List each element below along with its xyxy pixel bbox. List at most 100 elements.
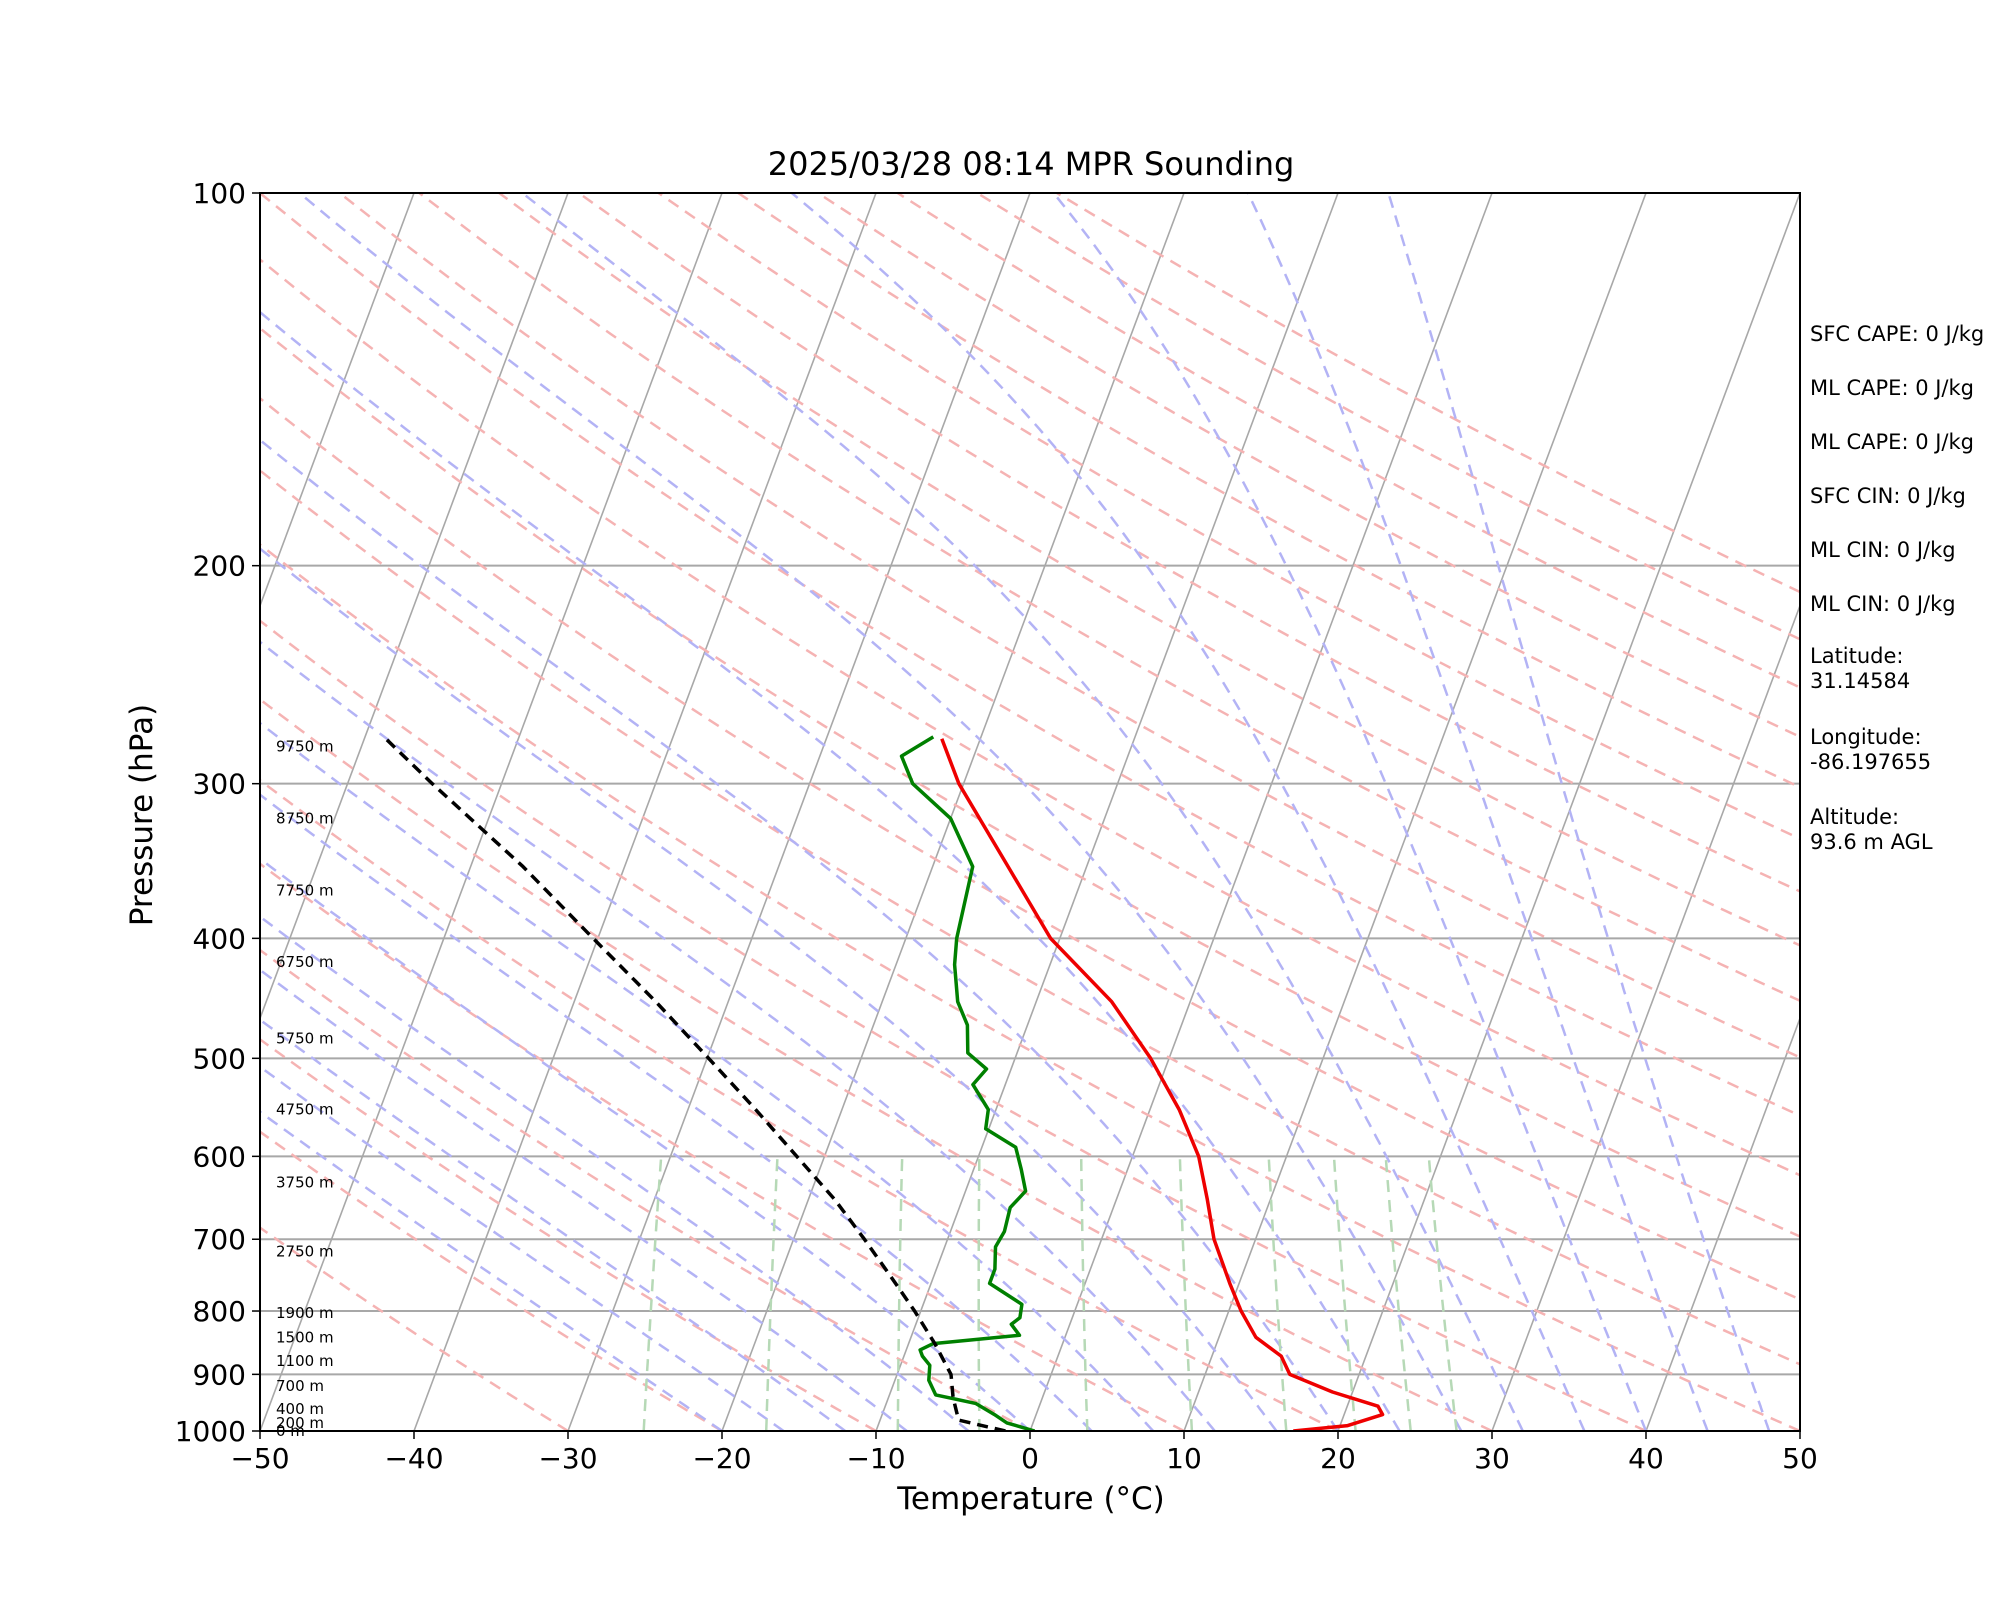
isotherm-line bbox=[0, 193, 106, 1431]
dry-adiabat-line bbox=[260, 862, 1185, 1431]
sounding-parameter: ML CAPE: 0 J/kg bbox=[1810, 376, 1975, 400]
moist-adiabat-line bbox=[260, 857, 1031, 1431]
moist-adiabat-line bbox=[260, 1065, 785, 1431]
sounding-traces bbox=[384, 735, 1385, 1431]
mixing-ratio-line bbox=[1332, 1156, 1357, 1431]
dry-adiabat-line bbox=[260, 1130, 723, 1431]
y-tick-label: 500 bbox=[193, 1042, 246, 1075]
mixing-ratio-line bbox=[642, 1156, 663, 1431]
height-label: 4750 m bbox=[276, 1101, 334, 1119]
sounding-parameter: SFC CIN: 0 J/kg bbox=[1810, 484, 1966, 508]
dry-adiabat-line bbox=[737, 193, 1800, 789]
x-tick-label: 50 bbox=[1782, 1442, 1818, 1475]
dry-adiabat-line bbox=[260, 948, 1031, 1431]
mixing-ratio-line bbox=[896, 1156, 904, 1431]
x-tick-label: −20 bbox=[692, 1442, 751, 1475]
dry-adiabat-line bbox=[260, 326, 1800, 1238]
isotherm-line bbox=[1491, 603, 1800, 1431]
height-label: 8750 m bbox=[276, 809, 334, 827]
dry-adiabat-line bbox=[418, 193, 1800, 1003]
mixing-ratio-line bbox=[1267, 1156, 1288, 1431]
isotherm-line bbox=[260, 193, 569, 1021]
dry-adiabat-line bbox=[260, 778, 1339, 1431]
isotherm-line bbox=[413, 193, 877, 1431]
y-tick-label: 400 bbox=[193, 922, 246, 955]
isotherm-line bbox=[1183, 193, 1647, 1431]
moist-adiabat-line bbox=[1052, 193, 1648, 1431]
dry-adiabat-line bbox=[260, 1226, 569, 1431]
sounding-parameter: Altitude: 93.6 m AGL bbox=[1810, 805, 1933, 854]
y-tick-label: 200 bbox=[193, 550, 246, 583]
x-tick-label: 0 bbox=[1021, 1442, 1039, 1475]
isotherm-line bbox=[567, 193, 1031, 1431]
y-tick-label: 600 bbox=[193, 1140, 246, 1173]
moist-adiabat-line bbox=[260, 915, 970, 1431]
height-label: 6750 m bbox=[276, 953, 334, 971]
mixing-ratio-line bbox=[764, 1156, 779, 1431]
isotherm-line bbox=[260, 193, 415, 608]
dry-adiabat-line bbox=[498, 193, 1800, 947]
height-label: 2750 m bbox=[276, 1242, 334, 1260]
x-tick-label: 30 bbox=[1474, 1442, 1510, 1475]
dry-adiabat-line bbox=[260, 193, 1800, 1117]
sounding-parameter: Latitude: 31.14584 bbox=[1810, 644, 1911, 693]
height-label: 1900 m bbox=[276, 1304, 334, 1322]
sounding-parameter: Longitude: -86.197655 bbox=[1810, 725, 1932, 774]
dry-adiabat-line bbox=[260, 1037, 877, 1431]
x-axis-label: Temperature (°C) bbox=[896, 1481, 1165, 1517]
height-label: 700 m bbox=[276, 1377, 324, 1395]
moist-adiabat-line bbox=[298, 193, 1463, 1431]
y-axis-label: Pressure (hPa) bbox=[124, 704, 160, 926]
dry-adiabat-line bbox=[260, 619, 1647, 1431]
temperature-trace bbox=[940, 738, 1385, 1431]
chart-title: 2025/03/28 08:14 MPR Sounding bbox=[768, 145, 1295, 183]
sounding-parameter: ML CIN: 0 J/kg bbox=[1810, 592, 1956, 616]
moist-adiabat-line bbox=[260, 547, 1278, 1431]
moist-adiabat-line bbox=[260, 721, 1155, 1431]
x-tick-label: −30 bbox=[538, 1442, 597, 1475]
dry-adiabat-line bbox=[896, 193, 1800, 689]
x-tick-label: −50 bbox=[230, 1442, 289, 1475]
mixing-ratio-line bbox=[1079, 1156, 1089, 1431]
mixing-ratio-line bbox=[1427, 1156, 1458, 1431]
height-label: 5750 m bbox=[276, 1030, 334, 1048]
moist-adiabat-line bbox=[260, 968, 908, 1431]
height-label: 200 m bbox=[276, 1414, 324, 1432]
y-tick-label: 900 bbox=[193, 1358, 246, 1391]
moist-adiabat-line bbox=[1246, 193, 1709, 1431]
moist-adiabat-line bbox=[260, 793, 1093, 1431]
mixing-ratio-line bbox=[1384, 1156, 1412, 1431]
height-label: 3750 m bbox=[276, 1174, 334, 1192]
dry-adiabat-line bbox=[260, 468, 1800, 1366]
dry-adiabat-line bbox=[260, 257, 1800, 1177]
height-label: 9750 m bbox=[276, 738, 334, 756]
isotherm-line bbox=[721, 193, 1185, 1431]
y-tick-label: 300 bbox=[193, 768, 246, 801]
y-tick-label: 800 bbox=[193, 1295, 246, 1328]
dry-adiabat-line bbox=[657, 193, 1800, 841]
dry-adiabat-line bbox=[338, 193, 1800, 1059]
dewpoint-trace bbox=[899, 735, 1036, 1431]
x-tick-label: 40 bbox=[1628, 1442, 1664, 1475]
x-tick-label: −40 bbox=[384, 1442, 443, 1475]
parcel-profile-trace bbox=[384, 737, 1006, 1431]
axis-ticks: −50 −40 −30 −20 −10 0 10 20 30 40 50 100 200 300 400 50… bbox=[175, 177, 1818, 1475]
isotherm-line bbox=[875, 193, 1339, 1431]
dry-adiabat-line bbox=[260, 396, 1800, 1301]
sounding-parameter: ML CIN: 0 J/kg bbox=[1810, 538, 1956, 562]
y-tick-label: 1000 bbox=[175, 1415, 246, 1448]
sounding-parameter: SFC CAPE: 0 J/kg bbox=[1810, 322, 1985, 346]
height-label: 1500 m bbox=[276, 1328, 334, 1346]
mixing-ratio-line bbox=[1178, 1156, 1194, 1431]
sounding-parameter: ML CAPE: 0 J/kg bbox=[1810, 430, 1975, 454]
moist-adiabat-line bbox=[790, 193, 1586, 1431]
height-label: 400 m bbox=[276, 1400, 324, 1418]
moist-adiabat-line bbox=[1387, 193, 1771, 1431]
moist-adiabat-line bbox=[260, 1018, 846, 1431]
y-tick-label: 700 bbox=[193, 1223, 246, 1256]
height-label: 7750 m bbox=[276, 882, 334, 900]
background-lines bbox=[0, 193, 1800, 1431]
moist-adiabat-line bbox=[260, 438, 1340, 1431]
